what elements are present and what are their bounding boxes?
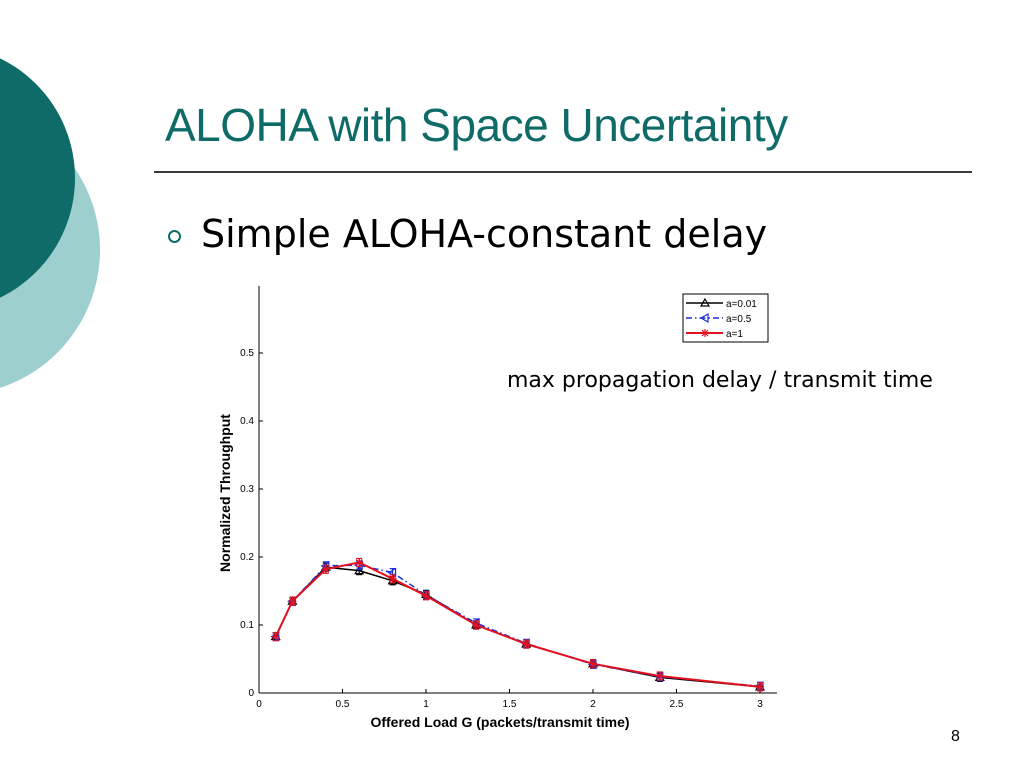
series-a=0.5	[270, 560, 764, 692]
data-point-marker	[355, 558, 364, 567]
chart-legend: a=0.01 a=0.5 a=1	[682, 293, 769, 343]
x-axis-label: Offered Load G (packets/transmit time)	[370, 714, 629, 730]
y-axis-label: Normalized Throughput	[217, 414, 233, 572]
decorative-circle-dark	[0, 58, 75, 298]
x-tick-label: 1.5	[503, 699, 517, 710]
decorative-circles	[0, 58, 100, 388]
y-axis-ticks: 0 0.1 0.2 0.3 0.4 0.5	[240, 348, 263, 699]
legend-label: a=0.01	[726, 299, 757, 310]
throughput-chart: 0 0.1 0.2 0.3 0.4 0.5 0 0.5 1 1.5 2 2.5 3 Offered L…	[217, 286, 777, 730]
legend-label: a=0.5	[726, 314, 752, 325]
data-point-marker	[422, 591, 430, 600]
x-tick-label: 3	[757, 699, 763, 710]
data-point-marker	[288, 597, 297, 606]
data-point-marker	[589, 659, 597, 668]
y-tick-label: 0.1	[240, 620, 254, 631]
y-tick-label: 0.4	[240, 416, 254, 427]
series-a=0.01	[270, 561, 766, 692]
slide-title: ALOHA with Space Uncertainty	[165, 99, 788, 151]
y-tick-label: 0.5	[240, 348, 254, 359]
series-line	[274, 561, 761, 688]
x-tick-label: 2.5	[670, 699, 684, 710]
data-point-marker	[472, 621, 481, 629]
data-point-marker	[522, 640, 531, 649]
x-tick-label: 0	[256, 699, 262, 710]
data-point-marker	[388, 574, 397, 583]
series-a=1	[271, 557, 764, 692]
y-tick-label: 0.2	[240, 552, 254, 563]
x-axis-ticks: 0 0.5 1 1.5 2 2.5 3	[256, 689, 763, 710]
data-point-marker	[756, 682, 764, 691]
legend-label: a=1	[726, 329, 743, 340]
hollow-circle-bullet-icon	[168, 229, 181, 243]
data-point-marker	[699, 297, 711, 307]
data-point-marker	[655, 672, 664, 680]
page-number: 8	[951, 728, 960, 745]
series-line	[275, 566, 761, 688]
data-point-marker	[271, 632, 280, 641]
data-point-marker	[321, 565, 330, 574]
data-point-marker	[354, 565, 365, 575]
y-tick-label: 0.3	[240, 484, 254, 495]
x-tick-label: 1	[423, 699, 429, 710]
annotation-text: max propagation delay / transmit time	[507, 368, 933, 393]
x-tick-label: 2	[590, 699, 596, 710]
data-point-marker	[701, 329, 709, 337]
title-divider	[154, 171, 972, 173]
y-tick-label: 0	[248, 688, 254, 699]
series-group	[270, 557, 766, 692]
bullet-text: Simple ALOHA-constant delay	[201, 212, 768, 256]
series-line	[275, 564, 761, 687]
bullet-item: Simple ALOHA-constant delay	[168, 212, 767, 256]
data-point-marker	[699, 312, 709, 324]
x-tick-label: 0.5	[336, 699, 350, 710]
